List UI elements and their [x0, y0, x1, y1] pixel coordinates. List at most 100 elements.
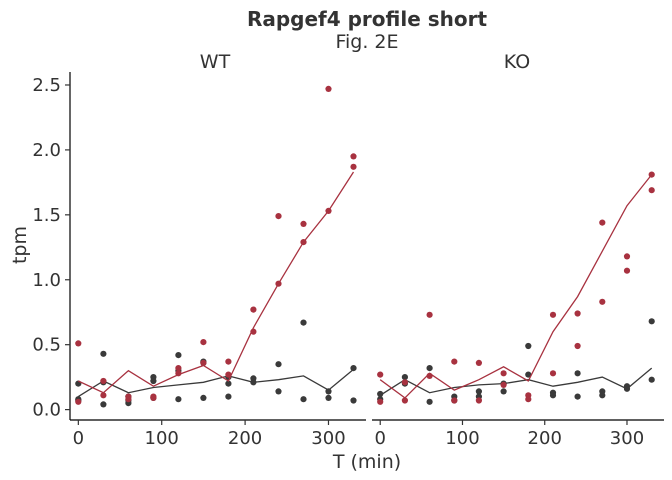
data-point-wt-0	[225, 380, 232, 387]
x-tick-label-wt: 200	[228, 428, 262, 449]
data-point-wt-1	[175, 370, 182, 377]
data-point-ko-0	[426, 365, 433, 372]
data-point-wt-1	[350, 153, 357, 160]
chart-subtitle: Fig. 2E	[335, 31, 398, 53]
data-point-ko-1	[574, 310, 581, 317]
data-point-ko-1	[648, 187, 655, 194]
data-point-ko-1	[549, 370, 557, 377]
data-point-ko-0	[475, 388, 482, 395]
y-axis-title: tpm	[9, 226, 31, 264]
data-point-ko-1	[426, 311, 433, 318]
data-point-ko-1	[648, 171, 655, 178]
data-point-wt-1	[100, 377, 107, 385]
y-tick-label: 1.0	[32, 270, 61, 291]
data-point-wt-0	[175, 352, 182, 359]
data-point-ko-1	[623, 267, 631, 274]
data-point-ko-1	[525, 396, 532, 403]
data-point-wt-0	[250, 379, 257, 386]
y-tick-label: 0.0	[32, 400, 61, 421]
data-point-ko-1	[451, 397, 458, 404]
x-tick-label-ko: 200	[528, 428, 562, 449]
y-tick-label: 0.5	[32, 335, 61, 356]
data-point-ko-1	[401, 397, 408, 404]
data-point-ko-1	[623, 253, 631, 260]
data-point-wt-0	[200, 394, 207, 401]
facet-panel-ko: 0 100 200 300	[372, 171, 664, 449]
data-point-wt-1	[125, 396, 132, 403]
x-axis-title: T (min)	[332, 451, 401, 473]
data-point-wt-1	[325, 207, 332, 214]
data-point-wt-0	[175, 396, 182, 403]
data-point-ko-1	[500, 381, 507, 388]
data-point-wt-1	[150, 394, 157, 401]
facet-panel-wt: 0 100 200 300	[70, 85, 366, 449]
facet-label-ko: KO	[504, 51, 530, 73]
data-point-wt-0	[325, 388, 332, 395]
data-point-ko-1	[500, 370, 507, 377]
data-point-ko-0	[401, 374, 408, 381]
data-point-wt-0	[275, 388, 282, 395]
data-point-ko-0	[377, 390, 384, 398]
data-point-ko-1	[377, 371, 384, 378]
data-point-ko-1	[401, 379, 408, 386]
data-point-wt-1	[250, 328, 257, 335]
chart-title: Rapgef4 profile short	[247, 7, 488, 31]
data-point-ko-0	[525, 371, 532, 378]
data-point-wt-1	[175, 365, 182, 372]
data-point-ko-0	[574, 370, 581, 377]
data-point-wt-1	[200, 359, 207, 366]
y-tick-label: 2.0	[32, 140, 61, 161]
data-point-wt-1	[250, 306, 257, 313]
data-point-ko-0	[549, 392, 557, 399]
data-point-wt-0	[225, 393, 232, 400]
data-point-wt-1	[225, 371, 232, 378]
data-point-ko-1	[475, 359, 482, 366]
data-point-ko-1	[475, 397, 482, 404]
data-point-ko-0	[599, 392, 606, 399]
data-point-ko-1	[377, 398, 384, 405]
y-axis: 0.0 0.5 1.0 1.5 2.0 2.5	[32, 72, 71, 421]
data-point-wt-0	[275, 361, 282, 368]
data-point-wt-1	[100, 392, 107, 399]
data-point-wt-0	[300, 396, 307, 403]
data-point-ko-1	[426, 372, 433, 379]
data-point-ko-1	[599, 219, 606, 226]
data-point-wt-0	[100, 350, 107, 357]
data-point-wt-1	[300, 220, 307, 227]
data-point-wt-0	[350, 397, 357, 404]
data-point-ko-0	[525, 342, 532, 350]
series-line-ko-0	[379, 367, 653, 396]
data-point-wt-0	[325, 394, 332, 401]
data-point-ko-0	[648, 376, 655, 383]
series-line-ko-1	[379, 174, 653, 399]
data-point-ko-0	[500, 388, 507, 395]
facet-label-wt: WT	[200, 51, 231, 73]
x-tick-label-ko: 0	[374, 428, 385, 449]
data-point-wt-1	[75, 340, 82, 347]
data-point-wt-1	[275, 213, 282, 220]
data-point-wt-1	[300, 239, 307, 246]
data-point-wt-1	[200, 339, 207, 346]
data-point-ko-0	[574, 393, 581, 400]
data-point-ko-1	[574, 342, 581, 350]
x-tick-label-wt: 0	[73, 428, 84, 449]
data-point-wt-1	[325, 85, 332, 92]
x-tick-label-wt: 300	[311, 428, 345, 449]
data-point-wt-1	[75, 398, 82, 405]
data-point-ko-0	[426, 398, 433, 405]
data-point-wt-0	[350, 365, 357, 372]
data-point-wt-1	[275, 280, 282, 287]
x-tick-label-ko: 100	[445, 428, 479, 449]
series-line-wt-0	[77, 368, 354, 398]
data-point-ko-0	[648, 318, 655, 325]
data-point-wt-1	[225, 358, 232, 365]
x-tick-label-ko: 300	[610, 428, 644, 449]
data-point-wt-0	[100, 401, 107, 408]
data-point-ko-1	[549, 311, 557, 318]
data-point-ko-1	[599, 298, 606, 305]
data-point-wt-1	[350, 163, 357, 170]
data-point-wt-0	[300, 319, 307, 326]
data-point-wt-0	[150, 377, 157, 385]
series-line-wt-1	[78, 171, 355, 394]
